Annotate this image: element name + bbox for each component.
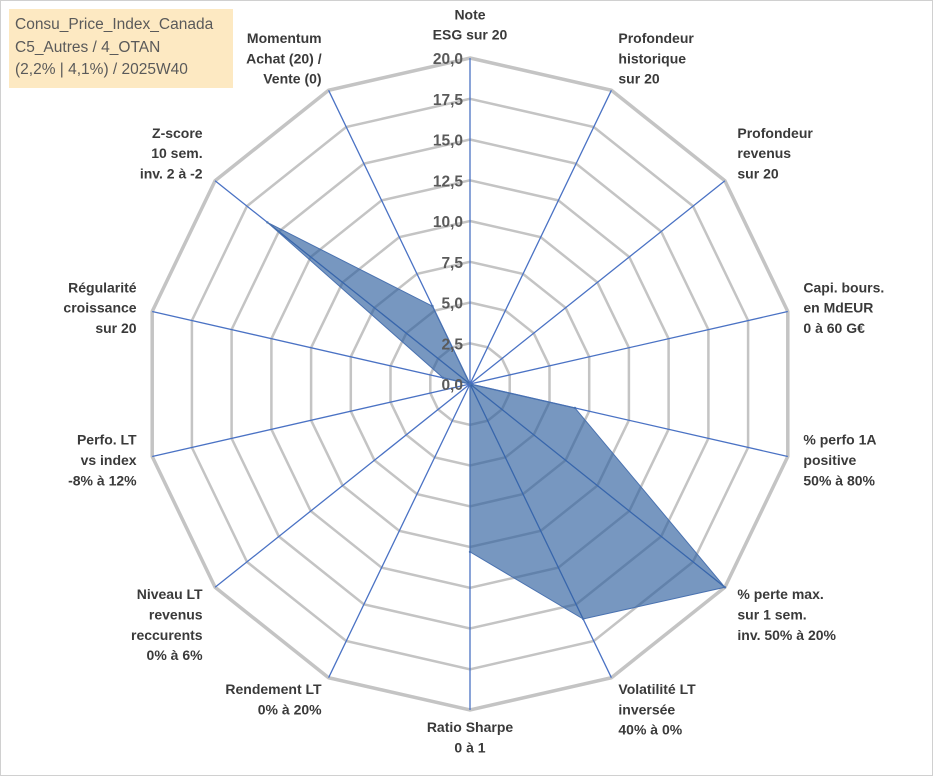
- axis-label-profondeur-historique: Profondeur historique sur 20: [618, 30, 694, 87]
- axis-label-line: positive: [803, 452, 856, 468]
- tick-label: 5,0: [441, 296, 463, 313]
- axis-label-esg: Note ESG sur 20: [433, 6, 508, 42]
- axis-label-line: Vente (0): [263, 71, 321, 87]
- axis-label-line: Profondeur: [618, 30, 694, 46]
- radar-tick-labels: 0,0 2,5 5,0 7,5 10,0 12,5 15,0 17,5 20,0: [433, 51, 464, 394]
- data-point-perfo-lt-index: [468, 382, 472, 386]
- axis-label-line: vs index: [81, 452, 137, 468]
- axis-label-line: revenus: [737, 145, 791, 161]
- data-point-ratio-sharpe: [468, 550, 472, 554]
- axis-label-line: Régularité: [68, 279, 137, 295]
- axis-label-line: inv. 50% à 20%: [737, 627, 836, 643]
- tick-label: 17,5: [433, 92, 464, 109]
- axis-label-line: historique: [618, 50, 686, 66]
- tick-label: 10,0: [433, 214, 463, 231]
- axis-label-perfo-1a: % perfo 1A positive 50% à 80%: [803, 432, 876, 489]
- info-series-name: Consu_Price_Index_Canada: [15, 16, 214, 33]
- axis-label-line: 0% à 20%: [258, 701, 322, 717]
- axis-label-line: 0 à 1: [454, 739, 485, 755]
- axis-label-line: Volatilité LT: [618, 681, 696, 697]
- axis-label-line: inv. 2 à -2: [140, 166, 203, 182]
- info-period: (2,2% | 4,1%) / 2025W40: [15, 61, 188, 78]
- axis-label-line: revenus: [149, 607, 203, 623]
- data-point-regularite-croissance: [441, 376, 445, 379]
- spoke-perfo-lt-index: [152, 383, 471, 458]
- spoke-regularite-croissance: [152, 310, 471, 385]
- spoke-profondeur-historique: [469, 90, 612, 385]
- data-point-volatilite-lt: [582, 617, 585, 621]
- spoke-capi-bours: [469, 310, 788, 385]
- tick-label: 2,5: [441, 336, 463, 353]
- axis-label-line: Note: [454, 6, 485, 22]
- axis-label-line: % perfo 1A: [803, 432, 876, 448]
- axis-label-line: Capi. bours.: [803, 279, 884, 295]
- series-area: [267, 221, 726, 620]
- axis-label-regularite-croissance: Régularité croissance sur 20: [63, 279, 136, 336]
- axis-label-line: sur 20: [737, 166, 778, 182]
- axis-label-momentum: Momentum Achat (20) / Vente (0): [246, 30, 322, 87]
- axis-label-capi-bours: Capi. bours. en MdEUR 0 à 60 G€: [803, 279, 884, 336]
- axis-label-line: sur 1 sem.: [737, 607, 806, 623]
- axis-label-line: reccurents: [131, 627, 203, 643]
- info-box: Consu_Price_Index_Canada C5_Autres / 4_O…: [9, 9, 233, 88]
- tick-label: 0,0: [441, 377, 463, 394]
- axis-label-volatilite-lt: Volatilité LT inversée 40% à 0%: [618, 681, 696, 738]
- axis-label-line: en MdEUR: [803, 300, 873, 316]
- axis-label-line: 10 sem.: [151, 145, 202, 161]
- axis-label-niveau-lt-revenus: Niveau LT revenus reccurents 0% à 6%: [131, 586, 203, 663]
- radar-series: [266, 221, 727, 621]
- spoke-profondeur-revenus: [469, 180, 726, 385]
- axis-label-line: sur 20: [95, 320, 136, 336]
- axis-label-line: Niveau LT: [137, 586, 203, 602]
- axis-label-line: 40% à 0%: [618, 722, 682, 738]
- info-category: C5_Autres / 4_OTAN: [15, 38, 161, 56]
- tick-label: 20,0: [433, 51, 463, 68]
- spoke-niveau-lt-revenus: [214, 383, 471, 588]
- axis-label-z-score: Z-score 10 sem. inv. 2 à -2: [140, 125, 203, 182]
- axis-label-line: Ratio Sharpe: [427, 719, 514, 735]
- axis-label-line: 50% à 80%: [803, 472, 875, 488]
- data-point-perte-max: [723, 586, 727, 589]
- axis-label-line: Rendement LT: [225, 681, 322, 697]
- axis-label-perte-max: % perte max. sur 1 sem. inv. 50% à 20%: [737, 586, 836, 643]
- axis-label-ratio-sharpe: Ratio Sharpe 0 à 1: [427, 719, 514, 755]
- spoke-rendement-lt: [328, 383, 471, 678]
- radar-axis-labels: Note ESG sur 20 Profondeur historique sur 20…: [63, 6, 884, 755]
- axis-label-line: % perte max.: [737, 586, 823, 602]
- tick-label: 15,0: [433, 133, 463, 150]
- axis-label-line: 0 à 60 G€: [803, 320, 865, 336]
- axis-label-line: Achat (20) /: [246, 50, 322, 66]
- axis-label-line: croissance: [63, 300, 136, 316]
- axis-label-line: -8% à 12%: [68, 472, 137, 488]
- axis-label-rendement-lt: Rendement LT 0% à 20%: [225, 681, 322, 717]
- axis-label-line: Z-score: [152, 125, 203, 141]
- axis-label-line: Momentum: [247, 30, 322, 46]
- axis-label-line: sur 20: [618, 71, 659, 87]
- axis-label-line: Perfo. LT: [77, 432, 137, 448]
- tick-label: 7,5: [441, 255, 463, 272]
- data-point-perfo-1a: [573, 406, 577, 410]
- axis-label-line: 0% à 6%: [147, 647, 204, 663]
- axis-label-profondeur-revenus: Profondeur revenus sur 20: [737, 125, 813, 182]
- data-point-momentum: [431, 305, 434, 308]
- axis-label-line: ESG sur 20: [433, 27, 508, 43]
- axis-label-line: inversée: [618, 701, 675, 717]
- data-point-z-score: [266, 221, 269, 224]
- axis-label-line: Profondeur: [737, 125, 813, 141]
- axis-label-perfo-lt-index: Perfo. LT vs index -8% à 12%: [68, 432, 137, 489]
- tick-label: 12,5: [433, 173, 464, 190]
